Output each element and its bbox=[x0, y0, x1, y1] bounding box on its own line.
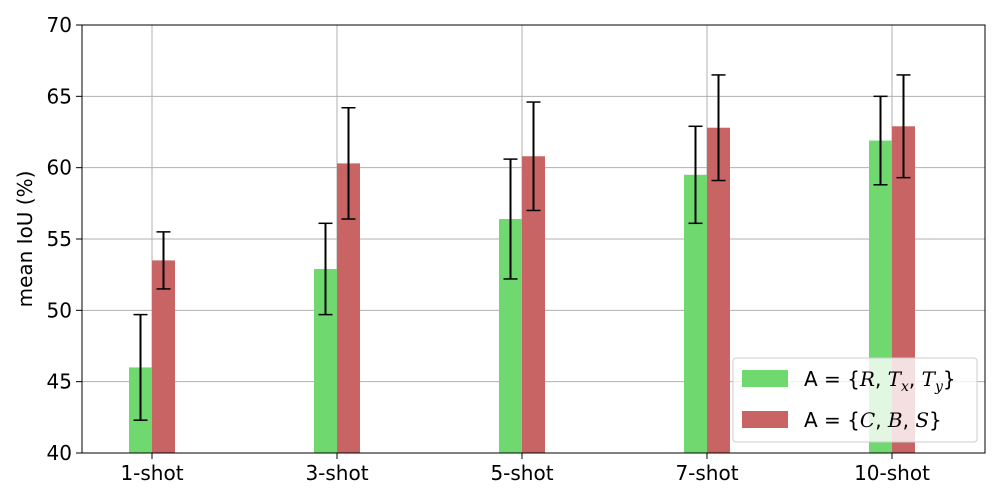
x-tick-label: 7-shot bbox=[675, 461, 738, 485]
y-tick-label: 40 bbox=[47, 441, 72, 465]
x-tick-label: 3-shot bbox=[305, 461, 368, 485]
x-tick-label: 10-shot bbox=[854, 461, 930, 485]
bar-series-1 bbox=[684, 174, 707, 454]
y-axis-ticks: 40 45 50 55 60 65 70 bbox=[47, 13, 82, 465]
x-axis-ticks: 1-shot 3-shot 5-shot 7-shot 10-shot bbox=[120, 453, 930, 485]
legend-box bbox=[732, 357, 978, 443]
legend-swatch-series-2 bbox=[742, 411, 788, 428]
y-tick-label: 65 bbox=[47, 84, 72, 108]
y-tick-label: 60 bbox=[47, 156, 72, 180]
bar-series-2 bbox=[337, 163, 360, 454]
y-tick-label: 50 bbox=[47, 298, 72, 322]
y-tick-label: 45 bbox=[47, 370, 72, 394]
legend-label-series-2: A = {C, B, S} bbox=[804, 408, 942, 432]
bar-series-1 bbox=[499, 219, 522, 453]
bar-series-2 bbox=[707, 127, 730, 453]
error-bars bbox=[133, 74, 911, 421]
y-axis-title: mean IoU (%) bbox=[13, 171, 37, 308]
x-tick-label: 5-shot bbox=[490, 461, 553, 485]
legend-swatch-series-1 bbox=[742, 370, 788, 387]
legend: A = {R, Tx, Ty} A = {C, B, S} bbox=[732, 357, 978, 443]
y-tick-label: 70 bbox=[47, 13, 72, 37]
y-tick-label: 55 bbox=[47, 227, 72, 251]
bar-series-2 bbox=[522, 156, 545, 453]
bar-series-2 bbox=[152, 260, 175, 453]
x-tick-label: 1-shot bbox=[120, 461, 183, 485]
bars bbox=[129, 126, 915, 454]
legend-label-series-1: A = {R, Tx, Ty} bbox=[804, 367, 956, 395]
